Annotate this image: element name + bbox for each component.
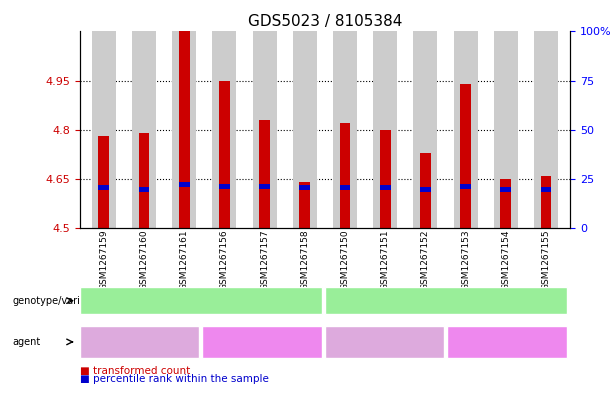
Bar bbox=[460, 184, 471, 189]
Bar bbox=[132, 31, 156, 228]
Bar bbox=[98, 185, 109, 190]
Bar bbox=[253, 31, 276, 228]
Bar bbox=[172, 31, 196, 228]
Bar bbox=[299, 185, 310, 190]
Bar bbox=[420, 152, 431, 228]
Bar bbox=[259, 184, 270, 189]
Bar bbox=[340, 123, 351, 228]
Bar bbox=[293, 31, 317, 228]
Bar bbox=[92, 31, 116, 228]
Bar bbox=[219, 81, 230, 228]
Text: control: control bbox=[121, 337, 158, 347]
Bar bbox=[259, 120, 270, 228]
Text: FGFR inhibitor
PD173074: FGFR inhibitor PD173074 bbox=[470, 331, 544, 353]
Bar bbox=[541, 187, 552, 192]
Bar bbox=[98, 136, 109, 228]
Text: ■ transformed count: ■ transformed count bbox=[80, 366, 190, 376]
Bar bbox=[493, 31, 518, 228]
Bar bbox=[500, 187, 511, 192]
Text: FGFR inhibitor
PD173074: FGFR inhibitor PD173074 bbox=[225, 331, 299, 353]
Bar bbox=[413, 31, 438, 228]
Bar bbox=[219, 184, 230, 189]
Bar bbox=[380, 130, 390, 228]
Bar bbox=[333, 31, 357, 228]
Bar bbox=[380, 185, 390, 190]
Bar bbox=[534, 31, 558, 228]
Text: ■ percentile rank within the sample: ■ percentile rank within the sample bbox=[80, 374, 268, 384]
Bar bbox=[139, 133, 150, 228]
Bar bbox=[212, 31, 237, 228]
Text: control: control bbox=[367, 337, 403, 347]
Bar bbox=[139, 187, 150, 192]
Text: genotype/variation: genotype/variation bbox=[12, 296, 105, 306]
Bar bbox=[500, 179, 511, 228]
Text: TAK1 siRNA: TAK1 siRNA bbox=[169, 296, 233, 306]
Bar bbox=[460, 84, 471, 228]
Title: GDS5023 / 8105384: GDS5023 / 8105384 bbox=[248, 14, 402, 29]
Bar bbox=[373, 31, 397, 228]
Bar bbox=[454, 31, 478, 228]
Bar bbox=[420, 187, 431, 192]
Bar bbox=[340, 185, 351, 190]
Text: control siRNA: control siRNA bbox=[409, 296, 483, 306]
Bar bbox=[541, 176, 552, 228]
Bar bbox=[179, 31, 189, 228]
Bar bbox=[299, 182, 310, 228]
Bar bbox=[179, 182, 189, 187]
Text: agent: agent bbox=[12, 337, 40, 347]
